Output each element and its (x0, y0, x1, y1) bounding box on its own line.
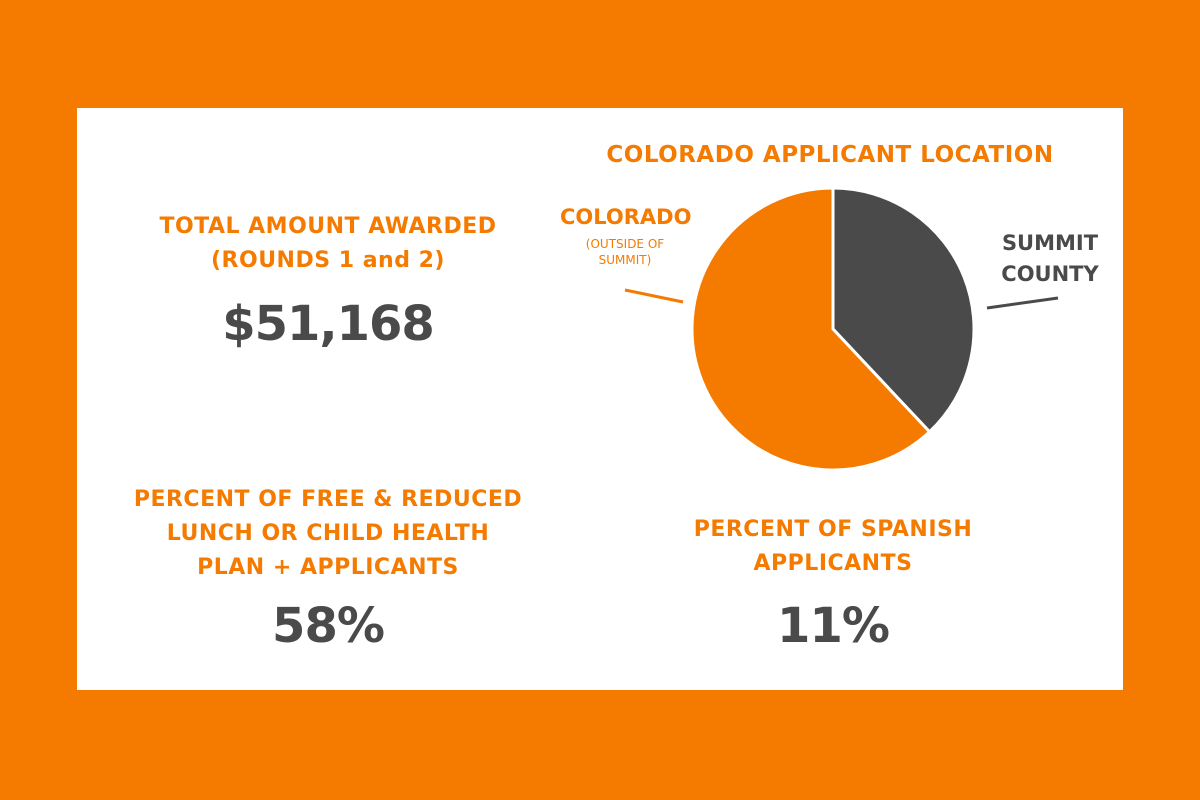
stat-label: APPLICANTS (753, 551, 913, 576)
stat-label: PERCENT OF FREE & REDUCED (133, 487, 523, 512)
slices (690, 186, 976, 472)
pie-slice (831, 186, 976, 434)
stat-value: $51,168 (222, 296, 435, 352)
stat-label: PERCENT OF SPANISH (693, 517, 973, 542)
leader-line (986, 296, 1059, 310)
slice-label: SUMMIT COUNTY (1001, 231, 1099, 286)
stat-value: 11% (777, 598, 890, 654)
slice-note: (OUTSIDE OF SUMMIT) (585, 237, 665, 267)
stat-label: TOTAL AMOUNT AWARDED (159, 214, 497, 239)
stat-label: (ROUNDS 1 and 2) (211, 248, 445, 273)
chart-title: COLORADO APPLICANT LOCATION (606, 142, 1054, 168)
stat-value: 58% (272, 598, 385, 654)
leader-line (624, 288, 684, 304)
stat-label: PLAN + APPLICANTS (197, 555, 459, 580)
stat-label: LUNCH OR CHILD HEALTH (166, 521, 490, 546)
slice-label: COLORADO (560, 205, 692, 229)
pie-slice (690, 186, 932, 472)
